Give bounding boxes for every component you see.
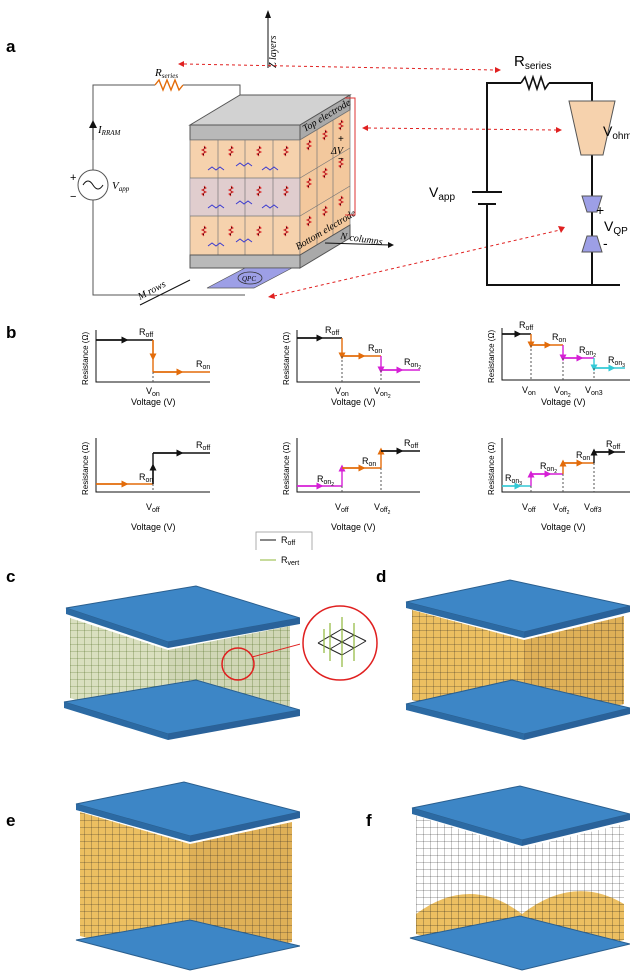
svg-text:Voff2: Voff2 [553,502,570,516]
plot-reset-3step: Resistance (Ω) Voltage (V) Roff Ron Ron2… [487,438,630,532]
v-ohm-element [568,100,616,156]
plot-reset-1step: Resistance (Ω) Voltage (V) Roff Ron Voff [81,438,210,532]
rram-cube: Top electrode [188,94,359,269]
svg-text:Ron: Ron [552,332,566,344]
svg-text:Ron: Ron [362,456,376,468]
qpc-lower-element [581,235,603,253]
svg-text:Von2: Von2 [374,386,391,400]
svg-text:Roff: Roff [139,327,153,339]
zoom-marker [221,647,255,681]
panel-f: f [366,785,630,971]
circuit-v-app-label: Vapp [429,184,455,203]
svg-text:Voltage (V): Voltage (V) [331,397,376,407]
svg-text:Rvert: Rvert [281,555,299,567]
panel-c: c [6,567,300,740]
n-columns-label: N columns [339,231,384,248]
circuit-r-series-label: Rseries [514,53,552,72]
legend-vert-entry: Rvert [260,555,299,567]
delta-v-label: ΔV [330,146,345,157]
svg-text:Voltage (V): Voltage (V) [331,522,376,532]
panel-b-label: b [6,323,16,342]
qpc-label: QPC [242,275,256,283]
svg-text:Ron: Ron [139,472,153,484]
side-cells [299,109,351,256]
panel-c-label: c [6,567,15,586]
svg-text:Ron2: Ron2 [404,357,421,371]
svg-text:Resistance (Ω): Resistance (Ω) [487,442,496,495]
source-minus: − [70,191,76,203]
svg-text:Roff: Roff [606,439,620,451]
svg-text:Roff: Roff [196,440,210,452]
svg-text:Ron3: Ron3 [608,355,625,369]
z-layers-label: Z layers [268,35,279,68]
svg-text:Voff2: Voff2 [374,502,391,516]
delta-v-plus: + [338,134,344,145]
svg-text:Ron2: Ron2 [579,345,596,359]
svg-text:Ron: Ron [196,359,210,371]
panel-d-label: d [376,567,386,586]
qpc-upper-element [581,195,603,213]
circuit-series-resistor [520,74,550,92]
svg-text:Ron: Ron [576,450,590,462]
plot-set-3step: Resistance (Ω) Voltage (V) Roff Ron Ron2… [487,320,630,407]
svg-text:Von3: Von3 [585,385,603,397]
panel-d: d [376,567,630,740]
svg-text:Voltage (V): Voltage (V) [131,522,176,532]
n-axis [324,242,391,246]
svg-text:Voltage (V): Voltage (V) [541,397,586,407]
legend: Roff [255,531,313,550]
svg-text:Resistance (Ω): Resistance (Ω) [282,332,291,385]
panel-e-label: e [6,811,15,830]
v-app-label: Vapp [112,180,130,193]
xlabel: Voltage (V) [131,397,176,407]
svg-text:Voff: Voff [146,502,160,514]
circuit-v-ohm-label: Vohm [603,123,630,142]
panel-e: e [6,781,300,971]
qpc-element [206,267,293,289]
svg-text:Roff: Roff [404,438,418,450]
circuit-qpc-plus: + [596,202,604,218]
svg-text:Roff: Roff [519,320,533,332]
svg-text:Roff: Roff [325,325,339,337]
panel-a: a Rseries IRRAM + − Vapp Z layers Top el… [6,10,630,306]
svg-text:Resistance (Ω): Resistance (Ω) [282,442,291,495]
equivalent-circuit [472,82,620,286]
current-arrow [89,120,97,140]
m-axis [139,279,191,306]
panel-b: b Resistance (Ω) Voltage (V) Roff Ron Vo… [6,320,630,550]
plot-set-1step: Resistance (Ω) Voltage (V) Roff Ron Von [81,327,210,407]
circuit-qpc-minus: - [603,235,608,251]
correspondence-arrows [183,63,561,297]
svg-text:Resistance (Ω): Resistance (Ω) [487,330,496,383]
plot-reset-2step: Resistance (Ω) Voltage (V) Roff Ron Ron2… [282,438,420,532]
svg-text:Voff: Voff [335,502,349,514]
delta-v-bracket [345,97,356,216]
series-resistor [154,78,184,92]
panel-a-label: a [6,37,16,56]
front-cells [189,139,301,256]
plot-set-2step: Resistance (Ω) Voltage (V) Roff Ron Ron2… [282,325,421,407]
svg-text:Voff: Voff [522,502,536,514]
svg-text:Ron: Ron [368,343,382,355]
circuit-v-qpc-label: VQP [604,218,628,237]
ylabel: Resistance (Ω) [81,332,90,385]
r-series-label: Rseries [154,67,178,80]
source-plus: + [70,172,76,184]
panel-f-label: f [366,811,372,830]
svg-text:Voltage (V): Voltage (V) [541,522,586,532]
svg-text:Ron2: Ron2 [540,461,557,475]
delta-v-minus: − [338,154,344,165]
zoom-inset [302,605,378,681]
svg-text:Roff: Roff [281,535,295,547]
svg-text:Ron3: Ron3 [505,473,522,487]
svg-text:Resistance (Ω): Resistance (Ω) [81,442,90,495]
svg-text:Von: Von [522,385,536,397]
i-rram-label: IRRAM [97,124,121,137]
svg-text:Voff3: Voff3 [584,502,602,514]
